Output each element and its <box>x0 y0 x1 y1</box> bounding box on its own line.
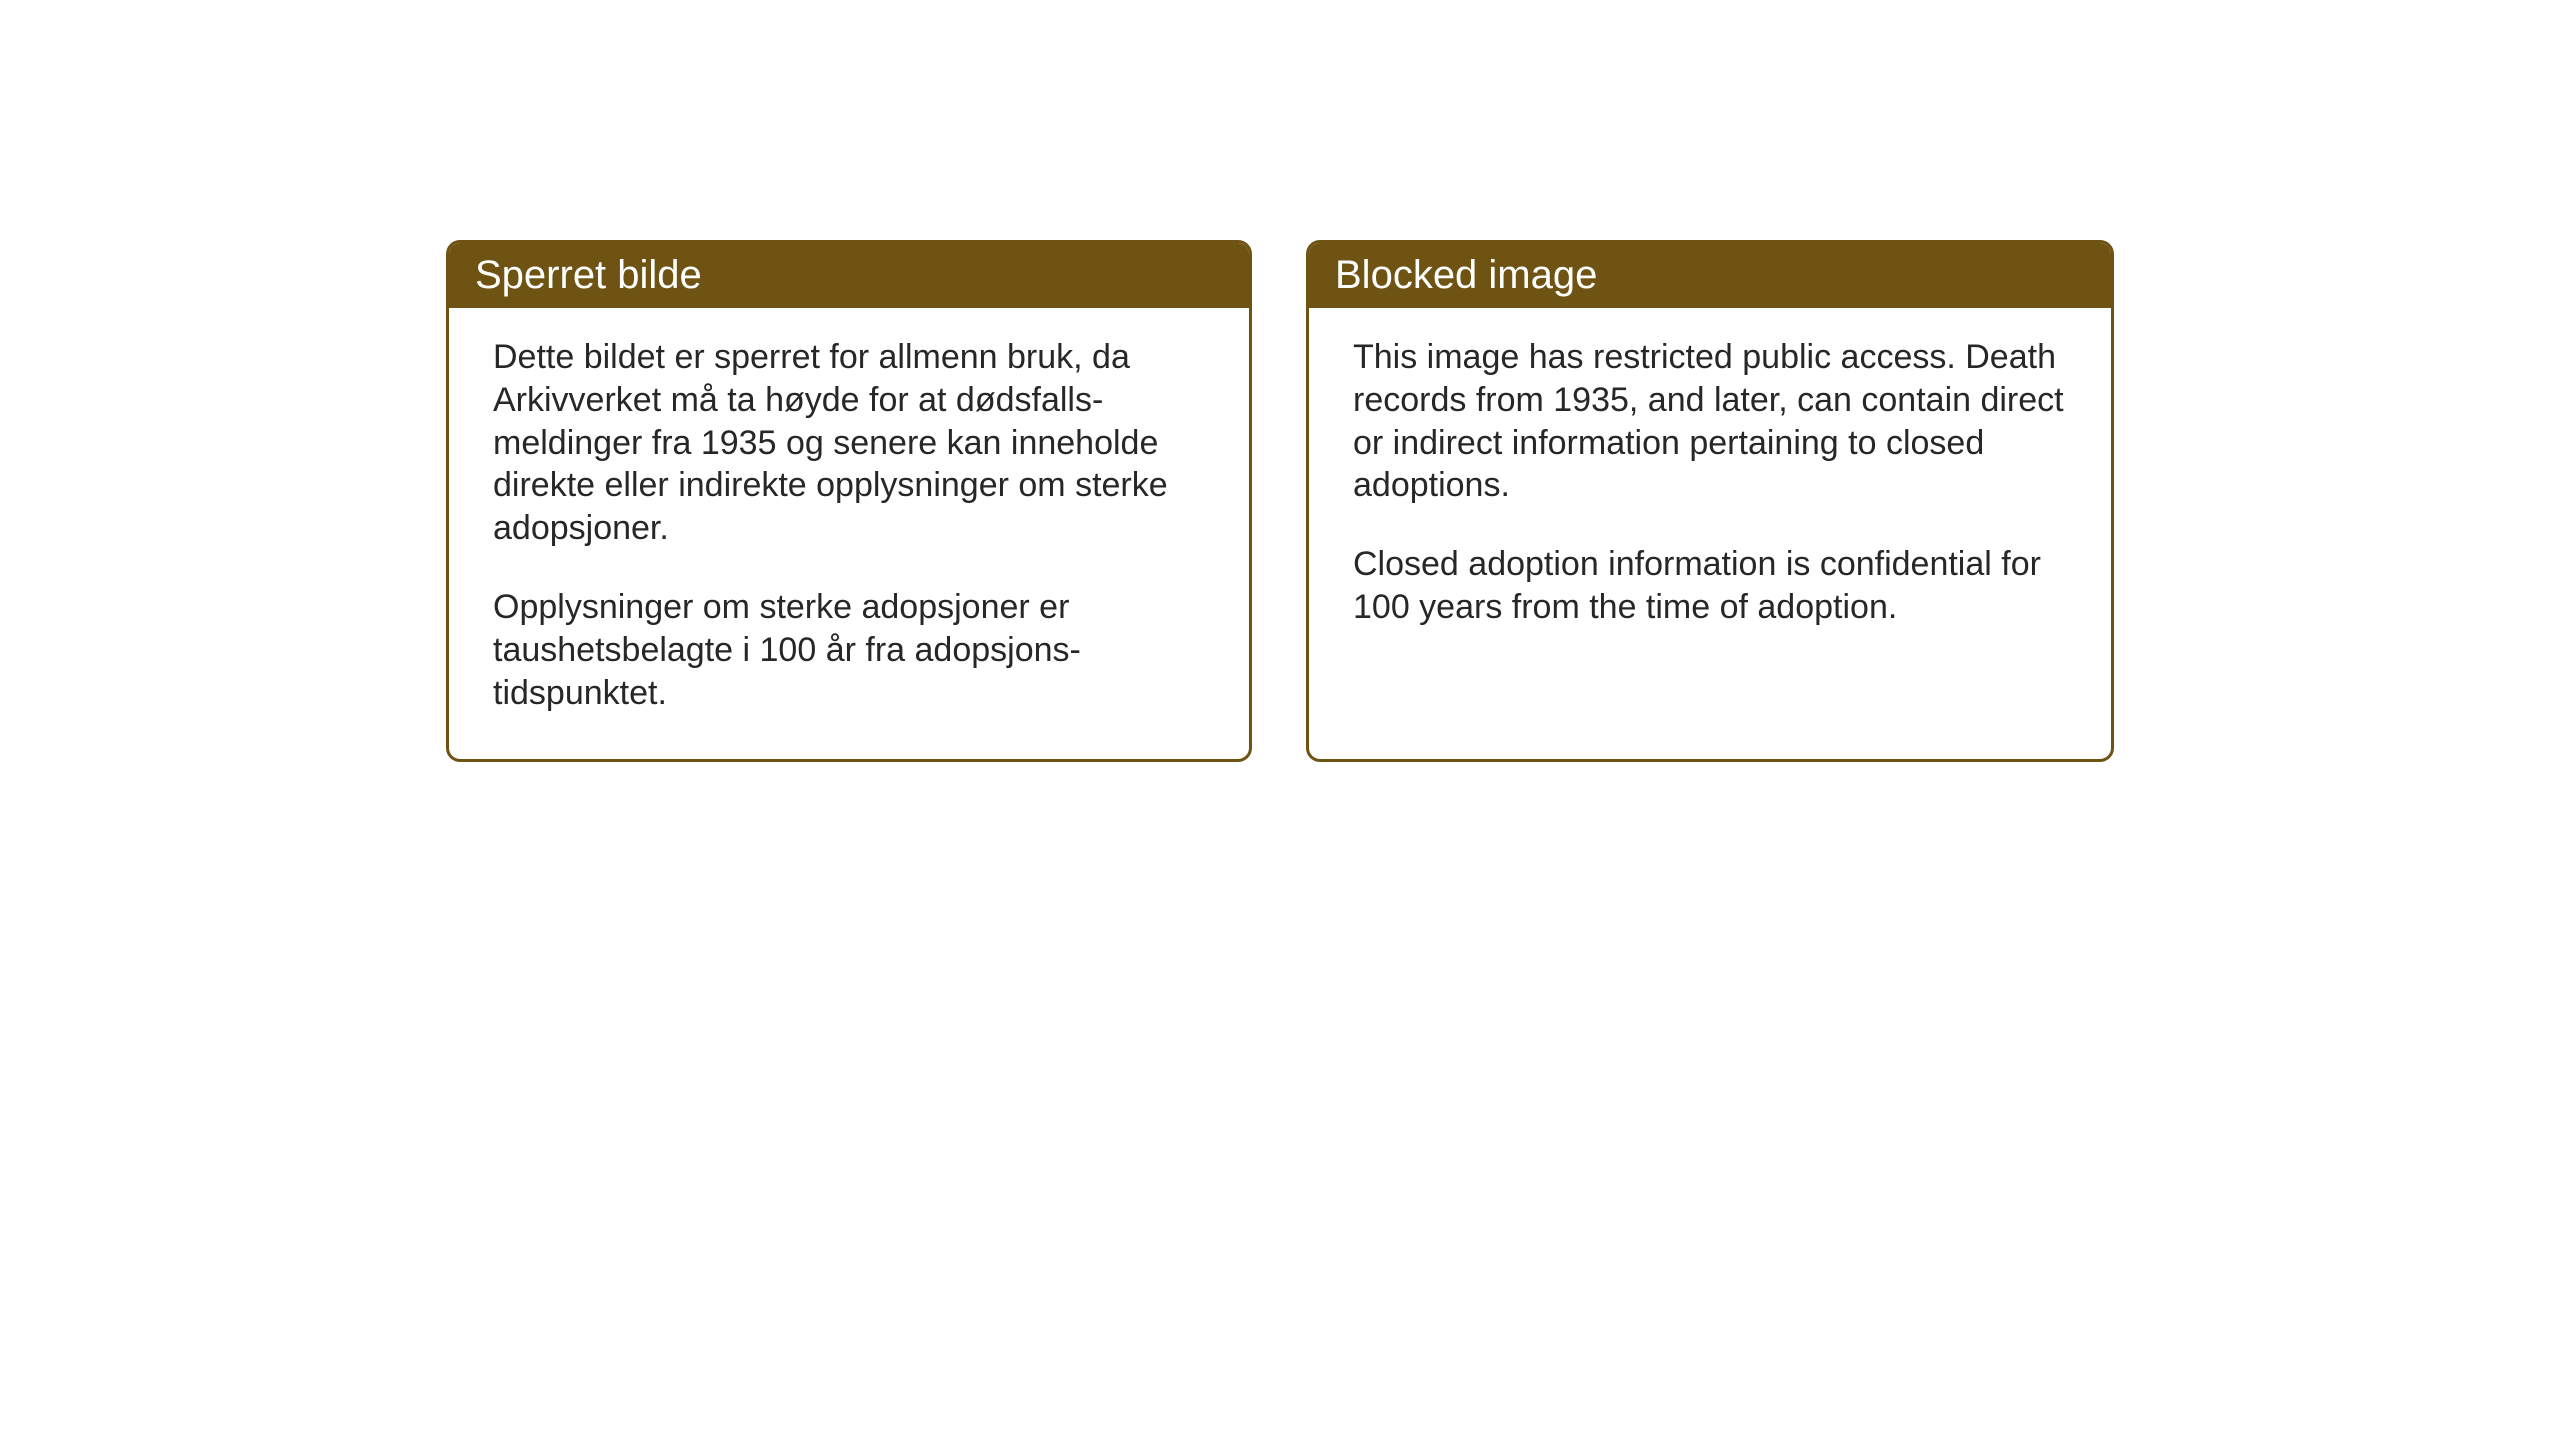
english-card-title: Blocked image <box>1309 243 2111 308</box>
norwegian-notice-card: Sperret bilde Dette bildet er sperret fo… <box>446 240 1252 762</box>
norwegian-paragraph-2: Opplysninger om sterke adopsjoner er tau… <box>493 586 1205 714</box>
norwegian-card-title: Sperret bilde <box>449 243 1249 308</box>
english-paragraph-2: Closed adoption information is confident… <box>1353 543 2067 629</box>
notice-container: Sperret bilde Dette bildet er sperret fo… <box>446 240 2114 762</box>
english-notice-card: Blocked image This image has restricted … <box>1306 240 2114 762</box>
norwegian-card-body: Dette bildet er sperret for allmenn bruk… <box>449 308 1249 759</box>
norwegian-paragraph-1: Dette bildet er sperret for allmenn bruk… <box>493 336 1205 550</box>
english-paragraph-1: This image has restricted public access.… <box>1353 336 2067 507</box>
english-card-body: This image has restricted public access.… <box>1309 308 2111 748</box>
